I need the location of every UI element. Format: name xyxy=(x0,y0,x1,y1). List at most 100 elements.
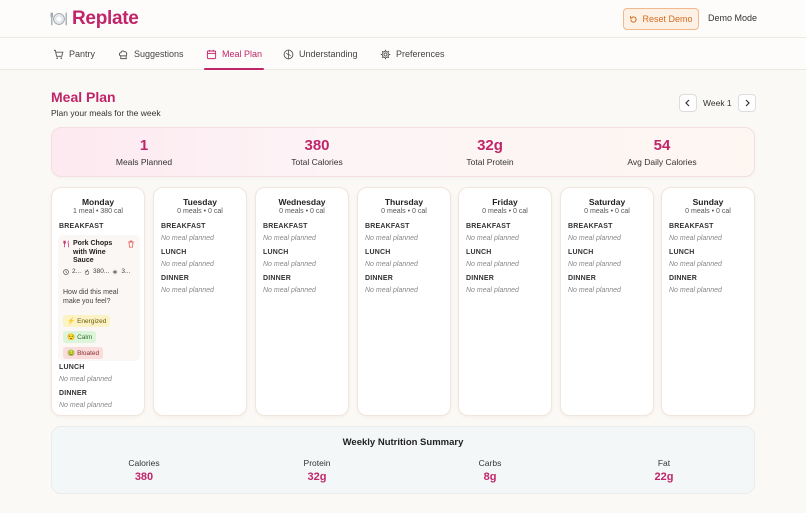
summary-carbs: Carbs 8g xyxy=(402,458,578,483)
week-navigation: Week 1 xyxy=(679,94,756,112)
previous-week-button[interactable] xyxy=(679,94,697,112)
empty-meal-slot[interactable]: No meal planned xyxy=(263,235,316,242)
empty-meal-slot[interactable]: No meal planned xyxy=(466,287,519,294)
meal-slot-lunch: LUNCH xyxy=(568,249,594,256)
reset-demo-label: Reset Demo xyxy=(642,14,693,24)
stat-total-protein: 32g Total Protein xyxy=(402,137,578,168)
empty-meal-slot[interactable]: No meal planned xyxy=(59,376,112,383)
empty-meal-slot[interactable]: No meal planned xyxy=(365,235,418,242)
empty-meal-slot[interactable]: No meal planned xyxy=(568,287,621,294)
stat-label: Meals Planned xyxy=(115,157,173,167)
trash-icon[interactable] xyxy=(127,240,135,248)
stat-total-calories: 380 Total Calories xyxy=(229,137,405,168)
empty-meal-slot[interactable]: No meal planned xyxy=(669,287,722,294)
day-column-saturday: Saturday 0 meals • 0 cal BREAKFAST No me… xyxy=(560,187,654,416)
stat-value: 32g xyxy=(477,137,503,154)
mood-label: Calm xyxy=(77,333,93,341)
empty-meal-slot[interactable]: No meal planned xyxy=(365,287,418,294)
day-column-monday: Monday 1 meal • 380 cal BREAKFAST Pork C… xyxy=(51,187,145,416)
page-subtitle: Plan your meals for the week xyxy=(51,108,161,118)
day-name: Friday xyxy=(492,197,518,207)
meal-slot-dinner: DINNER xyxy=(669,275,698,282)
tab-meal-plan[interactable]: Meal Plan xyxy=(203,38,265,70)
day-name: Monday xyxy=(81,197,115,207)
logo[interactable]: Replate xyxy=(50,8,139,30)
day-name: Saturday xyxy=(588,197,626,207)
summary-value: 8g xyxy=(483,471,497,483)
day-summary: 0 meals • 0 cal xyxy=(584,208,630,215)
meal-slot-lunch: LUNCH xyxy=(161,249,187,256)
empty-meal-slot[interactable]: No meal planned xyxy=(161,235,214,242)
clock-icon xyxy=(63,268,69,275)
meal-slot-dinner: DINNER xyxy=(466,275,495,282)
day-summary: 0 meals • 0 cal xyxy=(685,208,731,215)
stat-value: 380 xyxy=(304,137,330,154)
summary-label: Fat xyxy=(657,458,671,468)
day-summary: 1 meal • 380 cal xyxy=(73,208,123,215)
meal-slot-dinner: DINNER xyxy=(59,390,88,397)
tab-understanding[interactable]: Understanding xyxy=(283,38,358,70)
empty-meal-slot[interactable]: No meal planned xyxy=(466,261,519,268)
stat-value: 1 xyxy=(139,137,149,154)
mood-energized-button[interactable]: ⚡ Energized xyxy=(63,315,111,327)
empty-meal-slot[interactable]: No meal planned xyxy=(365,261,418,268)
meal-slot-breakfast: BREAKFAST xyxy=(669,223,714,230)
meal-card[interactable]: Pork Chops with Wine Sauce 2... 380... 3… xyxy=(58,235,140,361)
stat-avg-daily-calories: 54 Avg Daily Calories xyxy=(574,137,750,168)
meal-slot-lunch: LUNCH xyxy=(263,249,289,256)
empty-meal-slot[interactable]: No meal planned xyxy=(263,287,316,294)
day-column-thursday: Thursday 0 meals • 0 cal BREAKFAST No me… xyxy=(357,187,451,416)
day-name: Thursday xyxy=(384,197,424,207)
gear-icon xyxy=(380,49,391,59)
empty-meal-slot[interactable]: No meal planned xyxy=(669,235,722,242)
demo-mode-label: Demo Mode xyxy=(708,13,758,23)
summary-value: 22g xyxy=(654,471,674,483)
empty-meal-slot[interactable]: No meal planned xyxy=(161,261,214,268)
mood-bloated-button[interactable]: 🤢 Bloated xyxy=(63,347,104,359)
meal-slot-lunch: LUNCH xyxy=(59,364,85,371)
empty-meal-slot[interactable]: No meal planned xyxy=(568,235,621,242)
empty-meal-slot[interactable]: No meal planned xyxy=(161,287,214,294)
meal-time: 2... xyxy=(72,268,82,275)
summary-fat: Fat 22g xyxy=(576,458,752,483)
tab-pantry[interactable]: Pantry xyxy=(53,38,95,70)
day-name: Tuesday xyxy=(183,197,217,207)
meal-stats: 2... 380... 3... xyxy=(63,268,130,275)
flame-icon xyxy=(84,268,90,275)
summary-title: Weekly Nutrition Summary xyxy=(342,437,464,448)
empty-meal-slot[interactable]: No meal planned xyxy=(568,261,621,268)
meal-slot-dinner: DINNER xyxy=(161,275,190,282)
day-name: Wednesday xyxy=(278,197,326,207)
next-week-button[interactable] xyxy=(737,94,756,112)
refresh-icon xyxy=(630,15,638,23)
meal-slot-breakfast: BREAKFAST xyxy=(263,223,308,230)
chef-hat-icon xyxy=(118,49,128,59)
feel-question: How did this meal make you feel? xyxy=(63,289,119,305)
summary-label: Protein xyxy=(303,458,331,468)
empty-meal-slot[interactable]: No meal planned xyxy=(59,402,112,409)
meal-servings: 3... xyxy=(121,268,131,275)
tab-label: Suggestions xyxy=(134,49,184,59)
day-summary: 0 meals • 0 cal xyxy=(482,208,528,215)
stat-value: 54 xyxy=(653,137,671,154)
summary-calories: Calories 380 xyxy=(56,458,232,483)
meal-slot-breakfast: BREAKFAST xyxy=(161,223,206,230)
tab-suggestions[interactable]: Suggestions xyxy=(118,38,184,70)
day-summary: 0 meals • 0 cal xyxy=(279,208,325,215)
day-column-sunday: Sunday 0 meals • 0 cal BREAKFAST No meal… xyxy=(661,187,755,416)
empty-meal-slot[interactable]: No meal planned xyxy=(669,261,722,268)
week-label: Week 1 xyxy=(703,98,732,108)
servings-icon xyxy=(113,269,118,274)
empty-meal-slot[interactable]: No meal planned xyxy=(466,235,519,242)
day-summary: 0 meals • 0 cal xyxy=(177,208,223,215)
meal-slot-breakfast: BREAKFAST xyxy=(365,223,410,230)
stat-label: Total Calories xyxy=(291,157,343,167)
reset-demo-button[interactable]: Reset Demo xyxy=(623,8,699,30)
mood-calm-button[interactable]: 😌 Calm xyxy=(63,331,97,343)
day-summary: 0 meals • 0 cal xyxy=(381,208,427,215)
empty-meal-slot[interactable]: No meal planned xyxy=(263,261,316,268)
meal-slot-breakfast: BREAKFAST xyxy=(568,223,613,230)
brain-icon xyxy=(283,49,294,59)
lightning-icon: ⚡ xyxy=(67,318,76,325)
tab-preferences[interactable]: Preferences xyxy=(380,38,445,70)
